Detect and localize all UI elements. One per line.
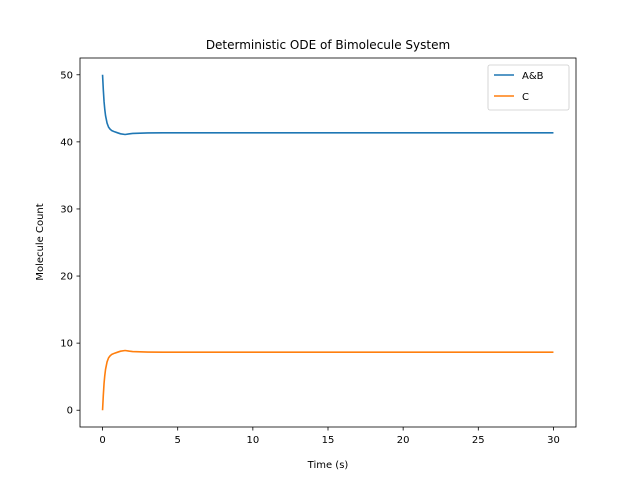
chart-title: Deterministic ODE of Bimolecule System (206, 38, 450, 52)
y-axis-label: Molecule Count (35, 203, 46, 280)
legend: A&B C (487, 64, 570, 111)
legend-label-0: A&B (522, 71, 544, 82)
x-tick-label: 10 (246, 435, 259, 446)
x-tick-label: 20 (397, 435, 410, 446)
y-tick-label: 20 (60, 272, 73, 283)
y-tick-label: 50 (60, 70, 73, 81)
x-tick-label: 15 (322, 435, 335, 446)
legend-label-1: C (522, 92, 529, 103)
legend-box (487, 64, 570, 111)
ticks-layer: 0 5 10 15 20 25 30 0 10 20 30 40 50 (60, 70, 560, 446)
y-tick-label: 10 (60, 339, 73, 350)
x-tick-label: 0 (99, 435, 105, 446)
x-tick-label: 25 (472, 435, 485, 446)
y-tick-label: 30 (60, 204, 73, 215)
series-line-1 (101, 349, 554, 411)
x-tick-label: 5 (175, 435, 181, 446)
y-tick-label: 40 (60, 137, 73, 148)
series-line-0 (101, 74, 554, 136)
x-tick-label: 30 (547, 435, 560, 446)
x-axis-label: Time (s) (307, 460, 349, 471)
y-tick-label: 0 (67, 406, 73, 417)
series-layer (101, 74, 554, 411)
